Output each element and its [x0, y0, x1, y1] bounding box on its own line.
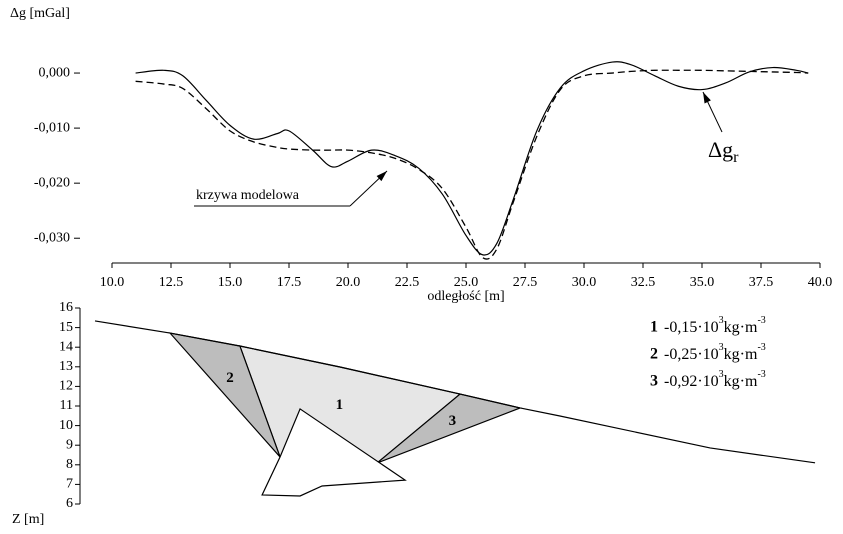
- x-tick-label: 27.5: [513, 275, 538, 290]
- y-tick-label: 0,000: [39, 65, 71, 80]
- unit: kg·m: [724, 373, 758, 390]
- y-tick-label: -0,010: [34, 120, 70, 135]
- arrow-head: [703, 92, 711, 104]
- unit-exp: -3: [757, 342, 765, 353]
- x-tick-label: 32.5: [631, 275, 656, 290]
- series-line: [135, 61, 809, 256]
- x-axis-label: odległość [m]: [427, 289, 504, 304]
- density: -0,25·10: [664, 346, 719, 363]
- y-tick-label: 15: [59, 320, 73, 335]
- legend-number: 3: [650, 373, 658, 390]
- y-tick-label: 7: [66, 477, 73, 492]
- arrow-head: [376, 171, 387, 182]
- legend-number: 1: [650, 319, 658, 336]
- x-tick-label: 10.0: [100, 275, 125, 290]
- x-tick-label: 37.5: [749, 275, 774, 290]
- density-exp: 3: [719, 369, 724, 380]
- x-tick-label: 30.0: [572, 275, 597, 290]
- x-tick-label: 40.0: [808, 275, 833, 290]
- unit-exp: -3: [757, 369, 765, 380]
- y-tick-label: 11: [60, 398, 73, 413]
- unit: kg·m: [724, 319, 758, 336]
- legend-density: -0,15·103kg·m-3: [664, 315, 766, 335]
- y-axis-label: Z [m]: [12, 512, 44, 527]
- x-tick-label: 17.5: [277, 275, 302, 290]
- density: -0,92·10: [664, 373, 719, 390]
- legend-number: 2: [650, 346, 658, 363]
- y-tick-label: 14: [59, 339, 73, 354]
- y-tick-label: 13: [59, 359, 73, 374]
- density-exp: 3: [719, 342, 724, 353]
- y-axis-label: Δg [mGal]: [10, 6, 70, 21]
- series-name-sub: r: [733, 149, 739, 166]
- x-tick-label: 25.0: [454, 275, 479, 290]
- body-label: 3: [449, 413, 457, 429]
- block: [261, 408, 407, 497]
- x-tick-label: 22.5: [395, 275, 420, 290]
- y-tick-label: 10: [59, 418, 73, 433]
- y-tick-label: 9: [66, 437, 73, 452]
- y-tick-label: -0,030: [34, 230, 70, 245]
- unit-exp: -3: [757, 315, 765, 326]
- legend-density: -0,25·103kg·m-3: [664, 342, 766, 362]
- x-tick-label: 20.0: [336, 275, 361, 290]
- x-tick-label: 15.0: [218, 275, 243, 290]
- ground-line: [94, 320, 816, 464]
- y-tick-label: 16: [59, 300, 73, 315]
- series-label: Δgr: [708, 137, 739, 166]
- body-label: 2: [226, 370, 234, 386]
- series-name: Δg: [708, 137, 733, 162]
- unit: kg·m: [724, 346, 758, 363]
- y-tick-label: 8: [66, 457, 73, 472]
- x-tick-label: 12.5: [159, 275, 184, 290]
- body-label: 1: [336, 397, 344, 413]
- x-tick-label: 35.0: [690, 275, 715, 290]
- legend-density: -0,92·103kg·m-3: [664, 369, 766, 389]
- y-tick-label: 6: [66, 496, 73, 511]
- y-tick-label: -0,020: [34, 175, 70, 190]
- density: -0,15·10: [664, 319, 719, 336]
- series-label: krzywa modelowa: [196, 188, 300, 203]
- y-tick-label: 12: [59, 379, 73, 394]
- density-exp: 3: [719, 315, 724, 326]
- series-line: [135, 69, 809, 260]
